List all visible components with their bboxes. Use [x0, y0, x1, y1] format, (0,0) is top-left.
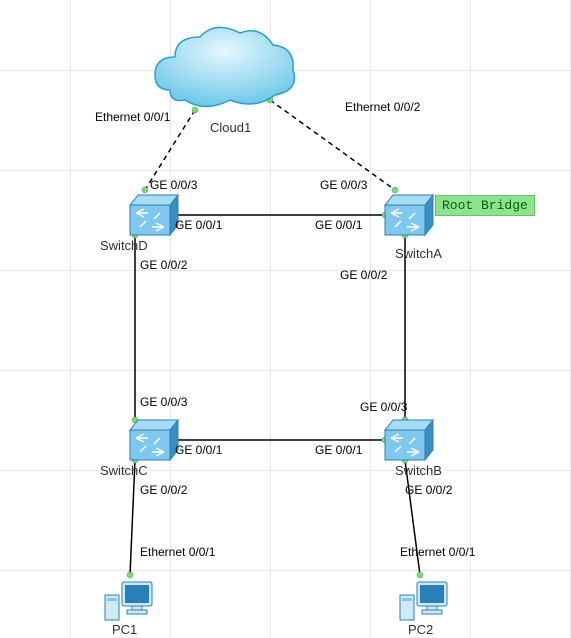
switchC-label: SwitchC: [100, 463, 148, 478]
port-pc2-e001: Ethernet 0/0/1: [400, 545, 475, 559]
pc2-icon[interactable]: [400, 582, 447, 620]
port-b-ge002: GE 0/0/2: [405, 483, 452, 497]
switchB-icon[interactable]: [385, 420, 433, 460]
port-d-ge002: GE 0/0/2: [140, 258, 187, 272]
switchA-icon[interactable]: [385, 195, 433, 235]
switchD-icon[interactable]: [130, 195, 178, 235]
port-a-ge002: GE 0/0/2: [340, 268, 387, 282]
switchA-label: SwitchA: [395, 246, 442, 261]
switchB-label: SwitchB: [395, 463, 442, 478]
switchD-label: SwitchD: [100, 238, 148, 253]
port-d-ge003: GE 0/0/3: [150, 178, 197, 192]
link-layer: [0, 0, 571, 638]
port-cloud-e001: Ethernet 0/0/1: [95, 110, 170, 124]
port-cloud-e002: Ethernet 0/0/2: [345, 100, 420, 114]
cloud-label: Cloud1: [210, 120, 251, 135]
cloud-icon[interactable]: [155, 27, 295, 106]
port-b-ge003: GE 0/0/3: [360, 400, 407, 414]
port-b-ge001: GE 0/0/1: [315, 443, 362, 457]
pc2-label: PC2: [408, 622, 433, 637]
diagram-canvas: Cloud1 SwitchD SwitchA SwitchC SwitchB P…: [0, 0, 571, 638]
port-d-ge001: GE 0/0/1: [175, 218, 222, 232]
root-bridge-tag: Root Bridge: [435, 195, 535, 216]
port-c-ge001: GE 0/0/1: [175, 443, 222, 457]
port-a-ge003: GE 0/0/3: [320, 178, 367, 192]
pc1-label: PC1: [112, 622, 137, 637]
switchC-icon[interactable]: [130, 420, 178, 460]
port-pc1-e001: Ethernet 0/0/1: [140, 545, 215, 559]
pc1-icon[interactable]: [105, 582, 152, 620]
port-c-ge003: GE 0/0/3: [140, 395, 187, 409]
port-a-ge001: GE 0/0/1: [315, 218, 362, 232]
port-c-ge002: GE 0/0/2: [140, 483, 187, 497]
